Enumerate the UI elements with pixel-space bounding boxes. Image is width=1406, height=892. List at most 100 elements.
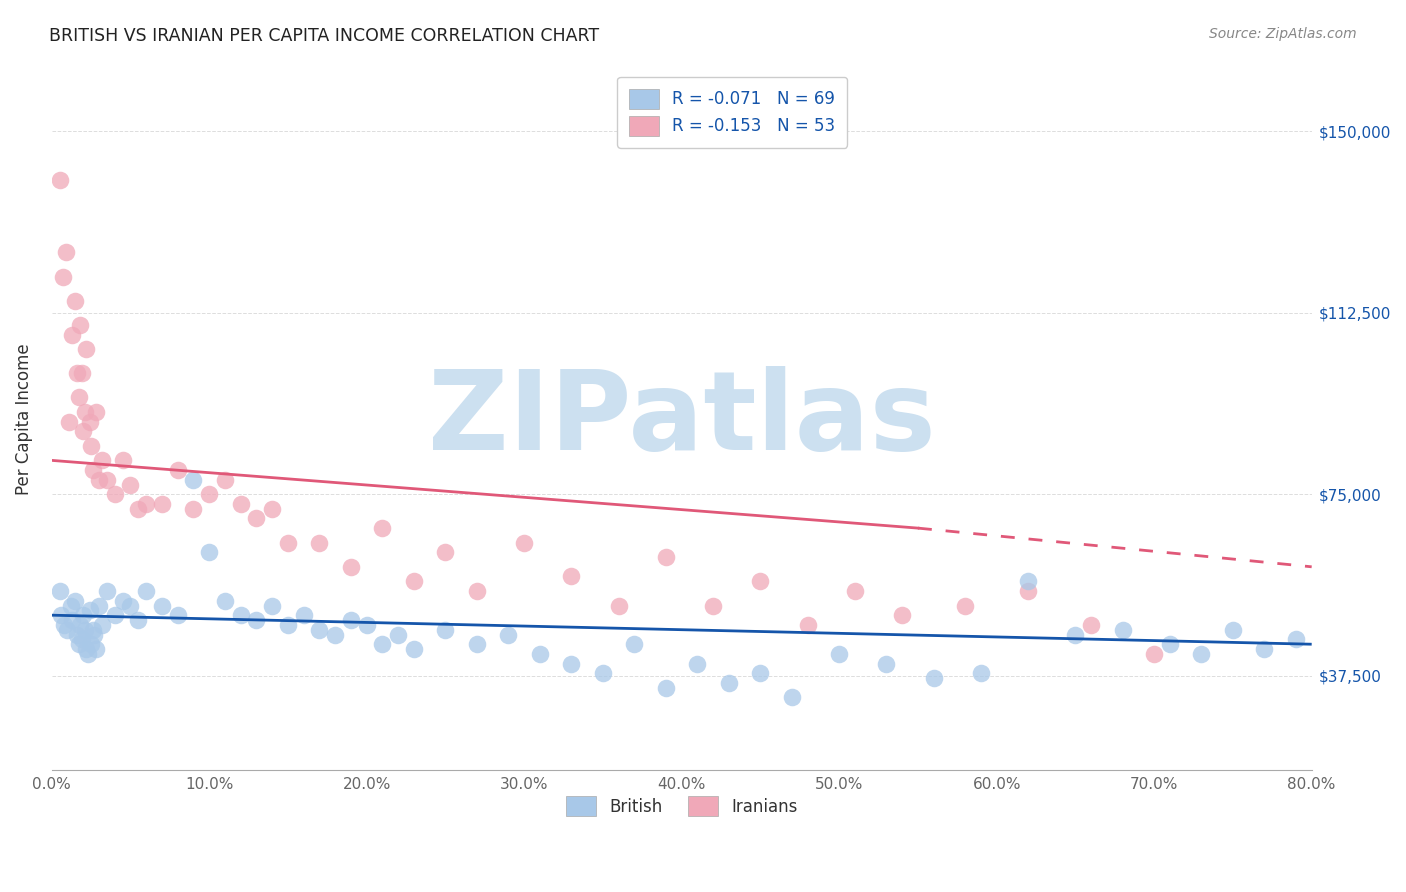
Point <box>56 623 79 637</box>
Point <box>120 477 142 491</box>
Point <box>87 473 110 487</box>
Text: BRITISH VS IRANIAN PER CAPITA INCOME CORRELATION CHART: BRITISH VS IRANIAN PER CAPITA INCOME COR… <box>49 27 599 45</box>
Point <box>1159 637 1181 651</box>
Point <box>1080 618 1102 632</box>
Point <box>84 642 107 657</box>
Point <box>198 487 221 501</box>
Point <box>91 453 114 467</box>
Point <box>1017 574 1039 589</box>
Point <box>73 623 96 637</box>
Point <box>1222 623 1244 637</box>
Point <box>277 535 299 549</box>
Point <box>48 173 70 187</box>
Point <box>828 647 851 661</box>
Point <box>72 608 94 623</box>
Point <box>560 657 582 671</box>
Point <box>51 608 73 623</box>
Point <box>70 632 93 647</box>
Point <box>953 599 976 613</box>
Point <box>83 627 105 641</box>
Point <box>79 603 101 617</box>
Point <box>245 511 267 525</box>
Point <box>1191 647 1213 661</box>
Point <box>749 666 772 681</box>
Point <box>214 593 236 607</box>
Point <box>82 623 104 637</box>
Point <box>73 405 96 419</box>
Point <box>245 613 267 627</box>
Point <box>166 608 188 623</box>
Point <box>127 501 149 516</box>
Point <box>387 627 409 641</box>
Point <box>198 545 221 559</box>
Point <box>875 657 897 671</box>
Point <box>58 415 80 429</box>
Point <box>655 550 678 565</box>
Point <box>70 366 93 380</box>
Point <box>592 666 614 681</box>
Point <box>780 690 803 705</box>
Point <box>1111 623 1133 637</box>
Point <box>72 425 94 439</box>
Point <box>970 666 993 681</box>
Point <box>262 599 284 613</box>
Point <box>465 584 488 599</box>
Point <box>91 618 114 632</box>
Point <box>59 599 82 613</box>
Point <box>891 608 914 623</box>
Point <box>308 623 330 637</box>
Point <box>1064 627 1087 641</box>
Point <box>77 647 100 661</box>
Point <box>75 342 97 356</box>
Point <box>308 535 330 549</box>
Point <box>60 327 83 342</box>
Point <box>796 618 818 632</box>
Point <box>48 584 70 599</box>
Point <box>1253 642 1275 657</box>
Point <box>166 463 188 477</box>
Point <box>498 627 520 641</box>
Point <box>150 497 173 511</box>
Point <box>356 618 378 632</box>
Point <box>323 627 346 641</box>
Point <box>87 599 110 613</box>
Point <box>1017 584 1039 599</box>
Point <box>69 318 91 332</box>
Point <box>53 618 76 632</box>
Point <box>214 473 236 487</box>
Point <box>104 608 127 623</box>
Point <box>80 439 103 453</box>
Point <box>80 637 103 651</box>
Point <box>623 637 645 651</box>
Point <box>655 681 678 695</box>
Point <box>277 618 299 632</box>
Point <box>150 599 173 613</box>
Point <box>529 647 551 661</box>
Point <box>434 623 457 637</box>
Point <box>371 637 394 651</box>
Point <box>749 574 772 589</box>
Point <box>75 642 97 657</box>
Point <box>96 584 118 599</box>
Point <box>120 599 142 613</box>
Point <box>183 501 205 516</box>
Point <box>402 642 425 657</box>
Point <box>371 521 394 535</box>
Point <box>135 497 157 511</box>
Point <box>52 269 75 284</box>
Point <box>560 569 582 583</box>
Point <box>717 676 740 690</box>
Point <box>111 593 134 607</box>
Point <box>340 559 363 574</box>
Point <box>434 545 457 559</box>
Point <box>84 405 107 419</box>
Point <box>96 473 118 487</box>
Point <box>702 599 724 613</box>
Point <box>111 453 134 467</box>
Point <box>1285 632 1308 647</box>
Point <box>66 627 89 641</box>
Point <box>67 637 90 651</box>
Point <box>65 293 87 308</box>
Point <box>66 366 89 380</box>
Point <box>65 593 87 607</box>
